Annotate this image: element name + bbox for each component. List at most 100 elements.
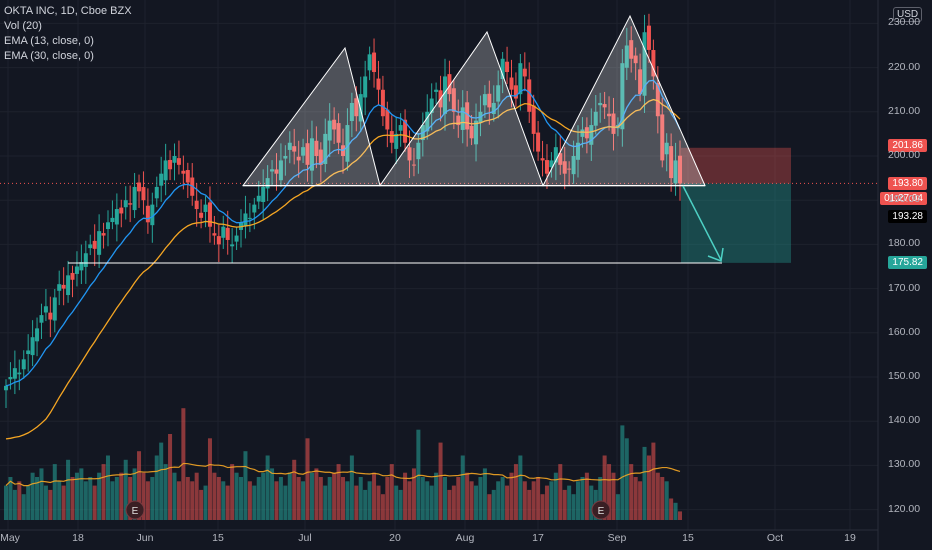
volume-bar xyxy=(252,485,257,520)
volume-bar xyxy=(491,489,496,520)
volume-bar xyxy=(318,477,323,520)
symbol-title[interactable]: OKTA INC, 1D, Cboe BZX xyxy=(4,5,132,17)
candle-body xyxy=(451,88,456,112)
candle-body xyxy=(549,160,554,168)
x-tick-label: May xyxy=(0,532,20,544)
candle-body xyxy=(655,83,660,117)
x-tick-label: Jun xyxy=(136,532,154,544)
volume-bar xyxy=(70,477,75,520)
volume-bar xyxy=(172,472,177,520)
candle-body xyxy=(434,89,439,92)
volume-bar xyxy=(17,481,22,520)
candle-body xyxy=(323,133,328,165)
candle-body xyxy=(74,266,79,274)
volume-bar xyxy=(61,485,66,520)
volume-bar xyxy=(434,472,439,520)
candle-body xyxy=(292,146,297,152)
candle-body xyxy=(513,85,518,99)
chart-legend: OKTA INC, 1D, Cboe BZX Vol (20) EMA (13,… xyxy=(4,4,132,64)
candle-body xyxy=(474,120,479,145)
candle-body xyxy=(660,114,665,161)
candle-body xyxy=(349,102,354,122)
stop-loss-zone xyxy=(681,147,791,184)
candle-body xyxy=(119,207,124,214)
candle-body xyxy=(531,105,536,134)
legend-ema-13[interactable]: EMA (13, close, 0) xyxy=(4,35,94,47)
volume-bar xyxy=(261,472,266,520)
y-tick-label: 210.00 xyxy=(888,104,921,117)
candle-body xyxy=(620,63,625,130)
volume-bar xyxy=(57,481,62,520)
volume-bar xyxy=(332,472,337,520)
volume-bar xyxy=(150,477,155,520)
triple-top-triangle xyxy=(542,14,706,187)
candle-body xyxy=(376,78,381,90)
candle-body xyxy=(270,169,275,172)
volume-bar xyxy=(278,477,283,520)
current-price-label: 193.80 xyxy=(888,177,927,190)
volume-bar xyxy=(620,425,625,520)
candle-body xyxy=(216,236,221,245)
volume-bar xyxy=(137,451,142,520)
volume-bar xyxy=(176,481,181,520)
target-price-label: 175.82 xyxy=(888,256,927,269)
candle-body xyxy=(8,377,13,380)
volume-bar xyxy=(438,442,443,520)
triple-top-triangle xyxy=(242,46,381,187)
volume-bar xyxy=(301,481,306,520)
candle-body xyxy=(345,125,350,162)
y-tick-label: 120.00 xyxy=(888,502,921,515)
candle-body xyxy=(332,119,337,130)
volume-bar xyxy=(505,485,510,520)
candle-body xyxy=(247,217,252,219)
candle-body xyxy=(496,85,501,102)
volume-bar xyxy=(8,477,13,520)
volume-bar xyxy=(389,464,394,520)
x-tick-label: 15 xyxy=(682,532,694,544)
volume-bar xyxy=(478,477,483,520)
candle-body xyxy=(110,217,115,223)
legend-ema-30[interactable]: EMA (30, close, 0) xyxy=(4,50,94,62)
earnings-marker-label: E xyxy=(598,506,605,517)
volume-bar xyxy=(101,464,106,520)
candle-body xyxy=(593,111,598,126)
candle-body xyxy=(558,153,563,165)
candle-body xyxy=(500,58,505,80)
volume-bar xyxy=(527,489,532,520)
y-tick-label: 150.00 xyxy=(888,370,921,382)
volume-bar xyxy=(598,477,603,520)
candle-body xyxy=(30,337,35,356)
candle-body xyxy=(403,119,408,143)
volume-bar xyxy=(642,446,647,520)
candle-body xyxy=(540,158,545,161)
volume-bar xyxy=(673,502,678,520)
candle-body xyxy=(48,312,53,320)
volume-bar xyxy=(385,477,390,520)
candle-body xyxy=(447,74,452,95)
volume-bar xyxy=(114,477,119,520)
volume-bar xyxy=(611,472,616,520)
candle-body xyxy=(92,240,97,249)
candle-body xyxy=(70,272,75,280)
volume-bar xyxy=(119,472,124,520)
y-tick-label: 160.00 xyxy=(888,325,921,338)
candle-body xyxy=(301,147,306,156)
volume-bar xyxy=(256,477,261,520)
volume-bar xyxy=(234,472,239,520)
volume-bar xyxy=(79,468,84,520)
volume-bar xyxy=(247,481,252,520)
volume-bar xyxy=(429,485,434,520)
candle-body xyxy=(354,98,359,117)
candle-body xyxy=(394,133,399,149)
candle-body xyxy=(482,94,487,106)
candle-body xyxy=(26,350,31,355)
volume-bar xyxy=(678,511,682,520)
legend-volume[interactable]: Vol (20) xyxy=(4,20,42,32)
volume-bar xyxy=(163,464,168,520)
currency-badge[interactable]: USD xyxy=(893,7,923,22)
volume-bar xyxy=(283,485,288,520)
candle-body xyxy=(491,102,496,114)
candle-body xyxy=(185,170,190,183)
y-tick-label: 220.00 xyxy=(888,60,921,73)
